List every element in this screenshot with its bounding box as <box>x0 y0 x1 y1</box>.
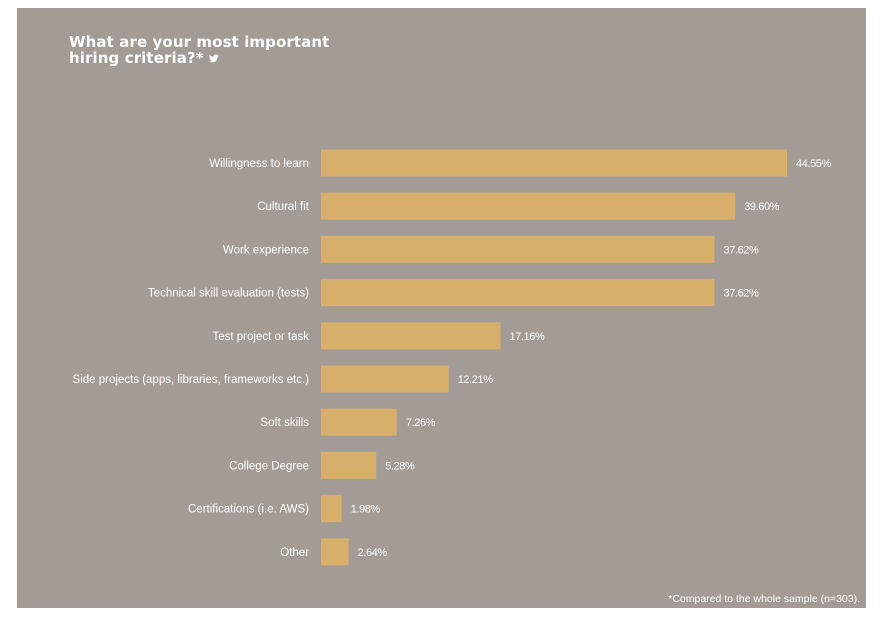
chart-title-line-2: hiring criteria?* <box>69 50 329 66</box>
bar-1 <box>321 192 736 220</box>
value-label-2: 37.62% <box>724 244 760 256</box>
value-label-9: 2.64% <box>358 547 388 559</box>
bar-8 <box>321 495 342 523</box>
chart-panel: What are your most important hiring crit… <box>17 8 866 608</box>
value-label-6: 7.26% <box>406 417 436 429</box>
category-label-8: Certifications (i.e. AWS) <box>188 504 309 516</box>
category-label-9: Other <box>280 547 309 559</box>
category-label-1: Cultural fit <box>257 201 310 213</box>
chart-title-line-1: What are your most important <box>69 33 330 51</box>
value-label-7: 5.28% <box>385 460 415 472</box>
bar-7 <box>321 451 377 479</box>
category-label-4: Test project or task <box>212 331 309 343</box>
category-label-6: Soft skills <box>260 417 309 429</box>
chart-title: What are your most important hiring crit… <box>69 34 329 66</box>
value-label-8: 1.98% <box>351 504 381 516</box>
bar-2 <box>321 235 715 263</box>
value-label-4: 17.16% <box>510 331 546 343</box>
category-label-5: Side projects (apps, libraries, framewor… <box>73 374 310 386</box>
category-label-7: College Degree <box>229 460 309 472</box>
category-label-2: Work experience <box>223 244 309 256</box>
value-label-5: 12.21% <box>458 374 494 386</box>
value-label-1: 39.60% <box>744 201 780 213</box>
value-label-0: 44.55% <box>796 158 832 170</box>
chart-title-line-2-text: hiring criteria?* <box>69 49 204 67</box>
value-label-3: 37.62% <box>724 288 760 300</box>
category-label-0: Willingness to learn <box>209 158 309 170</box>
bar-0 <box>321 149 787 177</box>
bar-9 <box>321 538 349 566</box>
bar-6 <box>321 408 397 436</box>
bar-chart: Willingness to learn 44.55% Cultural fit 39… <box>73 149 832 566</box>
bar-3 <box>321 279 715 307</box>
bar-5 <box>321 365 449 393</box>
footnote: *Compared to the whole sample (n=303). <box>668 593 860 605</box>
bar-4 <box>321 322 501 350</box>
twitter-icon[interactable] <box>208 54 219 63</box>
category-label-3: Technical skill evaluation (tests) <box>148 288 309 300</box>
